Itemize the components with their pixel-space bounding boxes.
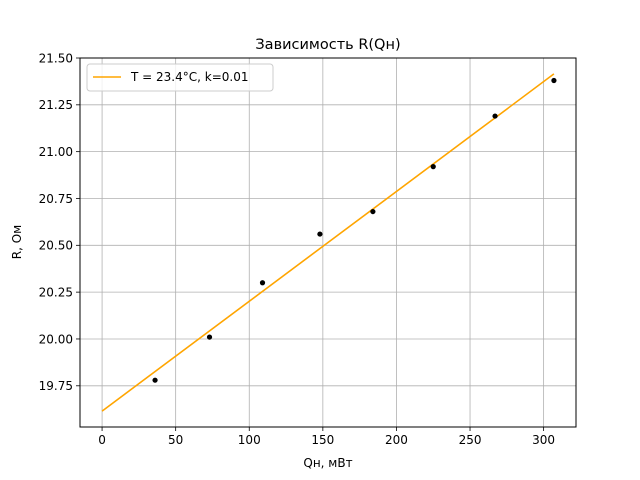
- x-tick-label: 100: [238, 433, 261, 447]
- scatter-point: [492, 113, 498, 119]
- scatter-point: [551, 77, 557, 84]
- x-tick-label: 200: [385, 433, 408, 447]
- x-axis-ticks: 0 50 100 150 200 250 300: [98, 427, 555, 447]
- y-tick-label: 20.00: [39, 332, 73, 346]
- scatter-point: [152, 377, 158, 383]
- y-axis-ticks: 19.75 20.00 20.25 20.50 20.75 21.00 21.25 21.50: [39, 51, 80, 393]
- y-tick-label: 21.00: [39, 145, 73, 159]
- chart-title: Зависимость R(Qн): [255, 37, 400, 53]
- plot-frame: [79, 57, 577, 428]
- y-tick-label: 20.25: [39, 285, 73, 299]
- x-tick-label: 250: [459, 433, 482, 447]
- y-tick-label: 20.75: [39, 192, 73, 206]
- grid: [80, 57, 576, 427]
- legend: T = 23.4°C, k=0.01: [86, 63, 274, 92]
- scatter-point: [430, 164, 436, 170]
- fit-line: [101, 73, 555, 412]
- x-tick-label: 150: [311, 433, 334, 447]
- scatter-point: [370, 208, 376, 215]
- scatter-point: [317, 231, 323, 237]
- scatter-point: [259, 280, 266, 286]
- scatter-points: [152, 77, 557, 383]
- x-tick-label: 50: [168, 433, 183, 447]
- x-tick-label: 300: [532, 433, 555, 447]
- y-tick-label: 21.50: [39, 51, 73, 65]
- y-tick-label: 20.50: [39, 239, 73, 253]
- x-tick-label: 0: [98, 433, 106, 447]
- scatter-point: [206, 334, 213, 340]
- legend-box: [86, 63, 274, 92]
- y-axis-label: R, Ом: [10, 225, 24, 259]
- y-tick-label: 21.25: [39, 98, 73, 112]
- legend-label: T = 23.4°C, k=0.01: [130, 70, 248, 84]
- fit-line-layer: [101, 73, 555, 412]
- y-tick-label: 19.75: [39, 379, 73, 393]
- x-axis-label: Qн, мВт: [303, 456, 352, 470]
